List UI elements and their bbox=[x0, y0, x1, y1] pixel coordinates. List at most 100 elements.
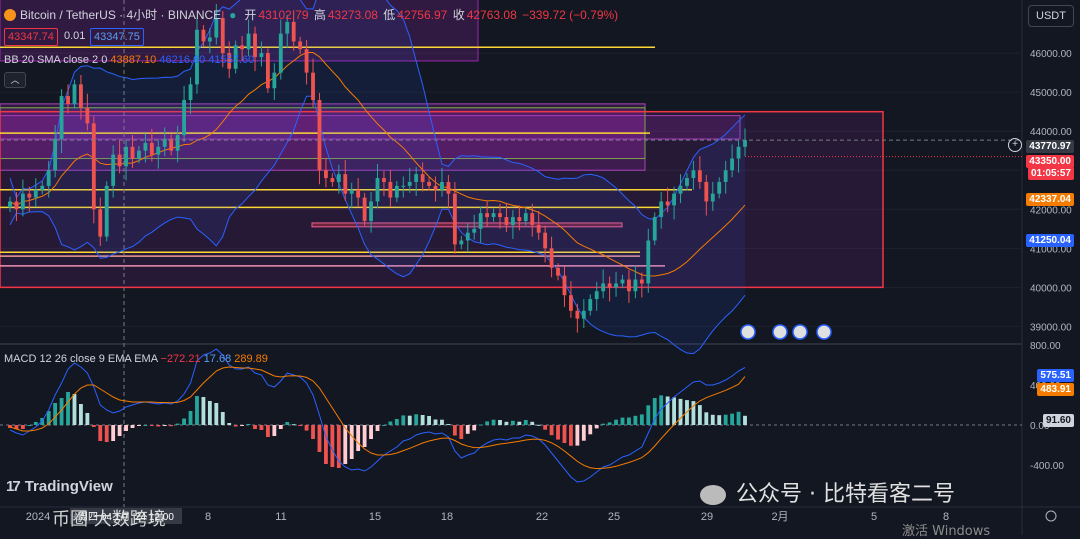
candle-body bbox=[162, 139, 167, 147]
macd-histogram-bar bbox=[472, 425, 477, 431]
candle-body bbox=[240, 45, 245, 50]
time-tick-label: 2月 bbox=[771, 511, 788, 523]
time-tick-label: 29 bbox=[701, 511, 713, 523]
macd-histogram-bar bbox=[697, 405, 702, 425]
candle-body bbox=[588, 299, 593, 311]
candle-body bbox=[272, 72, 277, 89]
candle-body bbox=[743, 140, 747, 147]
collapse-chevron-icon[interactable]: ︿ bbox=[4, 72, 26, 88]
candle-body bbox=[627, 279, 631, 292]
candle-body bbox=[169, 139, 174, 151]
resistance-zone bbox=[0, 0, 479, 62]
symbol-title[interactable]: Bitcoin / TetherUS · 4小时 · BINANCE bbox=[20, 8, 222, 22]
macd-histogram-bar bbox=[620, 417, 625, 425]
candle-body bbox=[285, 21, 290, 34]
live-dot-icon: ● bbox=[229, 7, 237, 22]
macd-histogram-bar bbox=[446, 424, 451, 425]
candle-body bbox=[510, 217, 515, 225]
macd-histogram-bar bbox=[556, 425, 560, 440]
candle-body bbox=[549, 248, 554, 268]
candle-body bbox=[723, 170, 728, 182]
macd-histogram-bar bbox=[162, 425, 167, 426]
candle-body bbox=[195, 29, 199, 85]
candle-body bbox=[639, 279, 644, 284]
macd-histogram-bar bbox=[27, 425, 32, 426]
macd-histogram-bar bbox=[233, 425, 238, 427]
candle-body bbox=[182, 99, 186, 136]
bb-legend[interactable]: BB 20 SMA close 2 0 43887.10 46216.60 41… bbox=[4, 54, 255, 66]
macd-histogram-bar bbox=[369, 425, 373, 439]
macd-histogram-bar bbox=[549, 425, 554, 436]
macd-histogram-bar bbox=[246, 424, 251, 425]
candle-body bbox=[710, 193, 715, 202]
candle-body bbox=[665, 201, 670, 206]
macd-histogram-bar bbox=[91, 425, 96, 427]
macd-histogram-bar bbox=[433, 419, 438, 425]
macd-histogram-bar bbox=[614, 419, 618, 425]
candle-body bbox=[369, 201, 373, 221]
candle-body bbox=[149, 142, 154, 155]
candle-body bbox=[498, 213, 502, 218]
wechat-watermark: 公众号 · 比特看客二号 bbox=[700, 476, 955, 508]
candle-body bbox=[646, 240, 651, 284]
tradingview-logo: 17 TradingView bbox=[6, 478, 113, 495]
macd-histogram-bar bbox=[278, 425, 283, 429]
macd-histogram-bar bbox=[317, 425, 322, 452]
candle-body bbox=[697, 170, 702, 182]
ask-price-box[interactable]: 43347.75 bbox=[90, 28, 144, 46]
time-tick-label: 15 bbox=[369, 511, 381, 523]
candle-body bbox=[85, 107, 90, 124]
crosshair-add-icon[interactable]: + bbox=[1008, 138, 1022, 152]
candle-body bbox=[672, 193, 676, 206]
event-flag-icon bbox=[792, 324, 808, 340]
macd-line bbox=[9, 348, 746, 483]
bitcoin-logo-icon bbox=[4, 8, 16, 21]
macd-histogram-bar bbox=[427, 416, 431, 425]
candle-body bbox=[72, 84, 77, 104]
candle-body bbox=[98, 209, 103, 237]
macd-histogram-bar bbox=[717, 415, 722, 425]
candle-body bbox=[8, 201, 12, 208]
candle-body bbox=[704, 181, 709, 202]
bb-upper-tag: 42337.04 bbox=[1026, 193, 1074, 206]
macd-histogram-bar bbox=[182, 418, 186, 425]
macd-histogram-bar bbox=[388, 421, 393, 425]
candle-body bbox=[53, 139, 58, 171]
windows-watermark: 激活 Windows bbox=[902, 524, 991, 539]
macd-legend[interactable]: MACD 12 26 close 9 EMA EMA −272.21 17.68… bbox=[4, 353, 268, 365]
candle-body bbox=[214, 18, 219, 38]
currency-select-button[interactable]: USDT bbox=[1028, 5, 1074, 27]
price-tick-label: 39000.00 bbox=[1030, 322, 1072, 333]
candle-body bbox=[130, 146, 135, 159]
crosshair-price-tag: 43770.97 bbox=[1026, 140, 1074, 153]
bb-upper-line bbox=[9, 0, 746, 221]
candle-body bbox=[556, 267, 560, 276]
candle-body bbox=[14, 201, 19, 210]
macd-histogram-bar bbox=[59, 398, 64, 425]
candle-body bbox=[336, 174, 341, 182]
symbol-header: Bitcoin / TetherUS · 4小时 · BINANCE ● 开 43… bbox=[4, 6, 620, 23]
macd-histogram-bar bbox=[452, 425, 457, 436]
macd-histogram-bar bbox=[523, 420, 528, 425]
event-flag-icon bbox=[816, 324, 832, 340]
candle-body bbox=[233, 45, 238, 69]
macd-histogram-bar bbox=[362, 425, 367, 447]
macd-histogram-bar bbox=[259, 425, 264, 430]
macd-histogram-bar bbox=[672, 397, 676, 425]
settings-gear-icon[interactable] bbox=[1045, 510, 1057, 522]
candle-body bbox=[685, 178, 689, 186]
bid-price-box[interactable]: 43347.74 bbox=[4, 28, 58, 46]
candle-body bbox=[517, 217, 522, 221]
macd-tag: 575.51 bbox=[1037, 369, 1074, 382]
macd-histogram-bar bbox=[407, 415, 412, 425]
macd-histogram-bar bbox=[723, 414, 728, 425]
candle-body bbox=[362, 197, 367, 221]
macd-histogram-bar bbox=[581, 425, 586, 441]
candle-body bbox=[569, 295, 573, 311]
candle-body bbox=[652, 217, 657, 241]
macd-histogram-bar bbox=[253, 425, 257, 429]
macd-histogram-bar bbox=[227, 423, 232, 425]
candle-body bbox=[201, 29, 206, 42]
macd-histogram-bar bbox=[33, 422, 38, 425]
